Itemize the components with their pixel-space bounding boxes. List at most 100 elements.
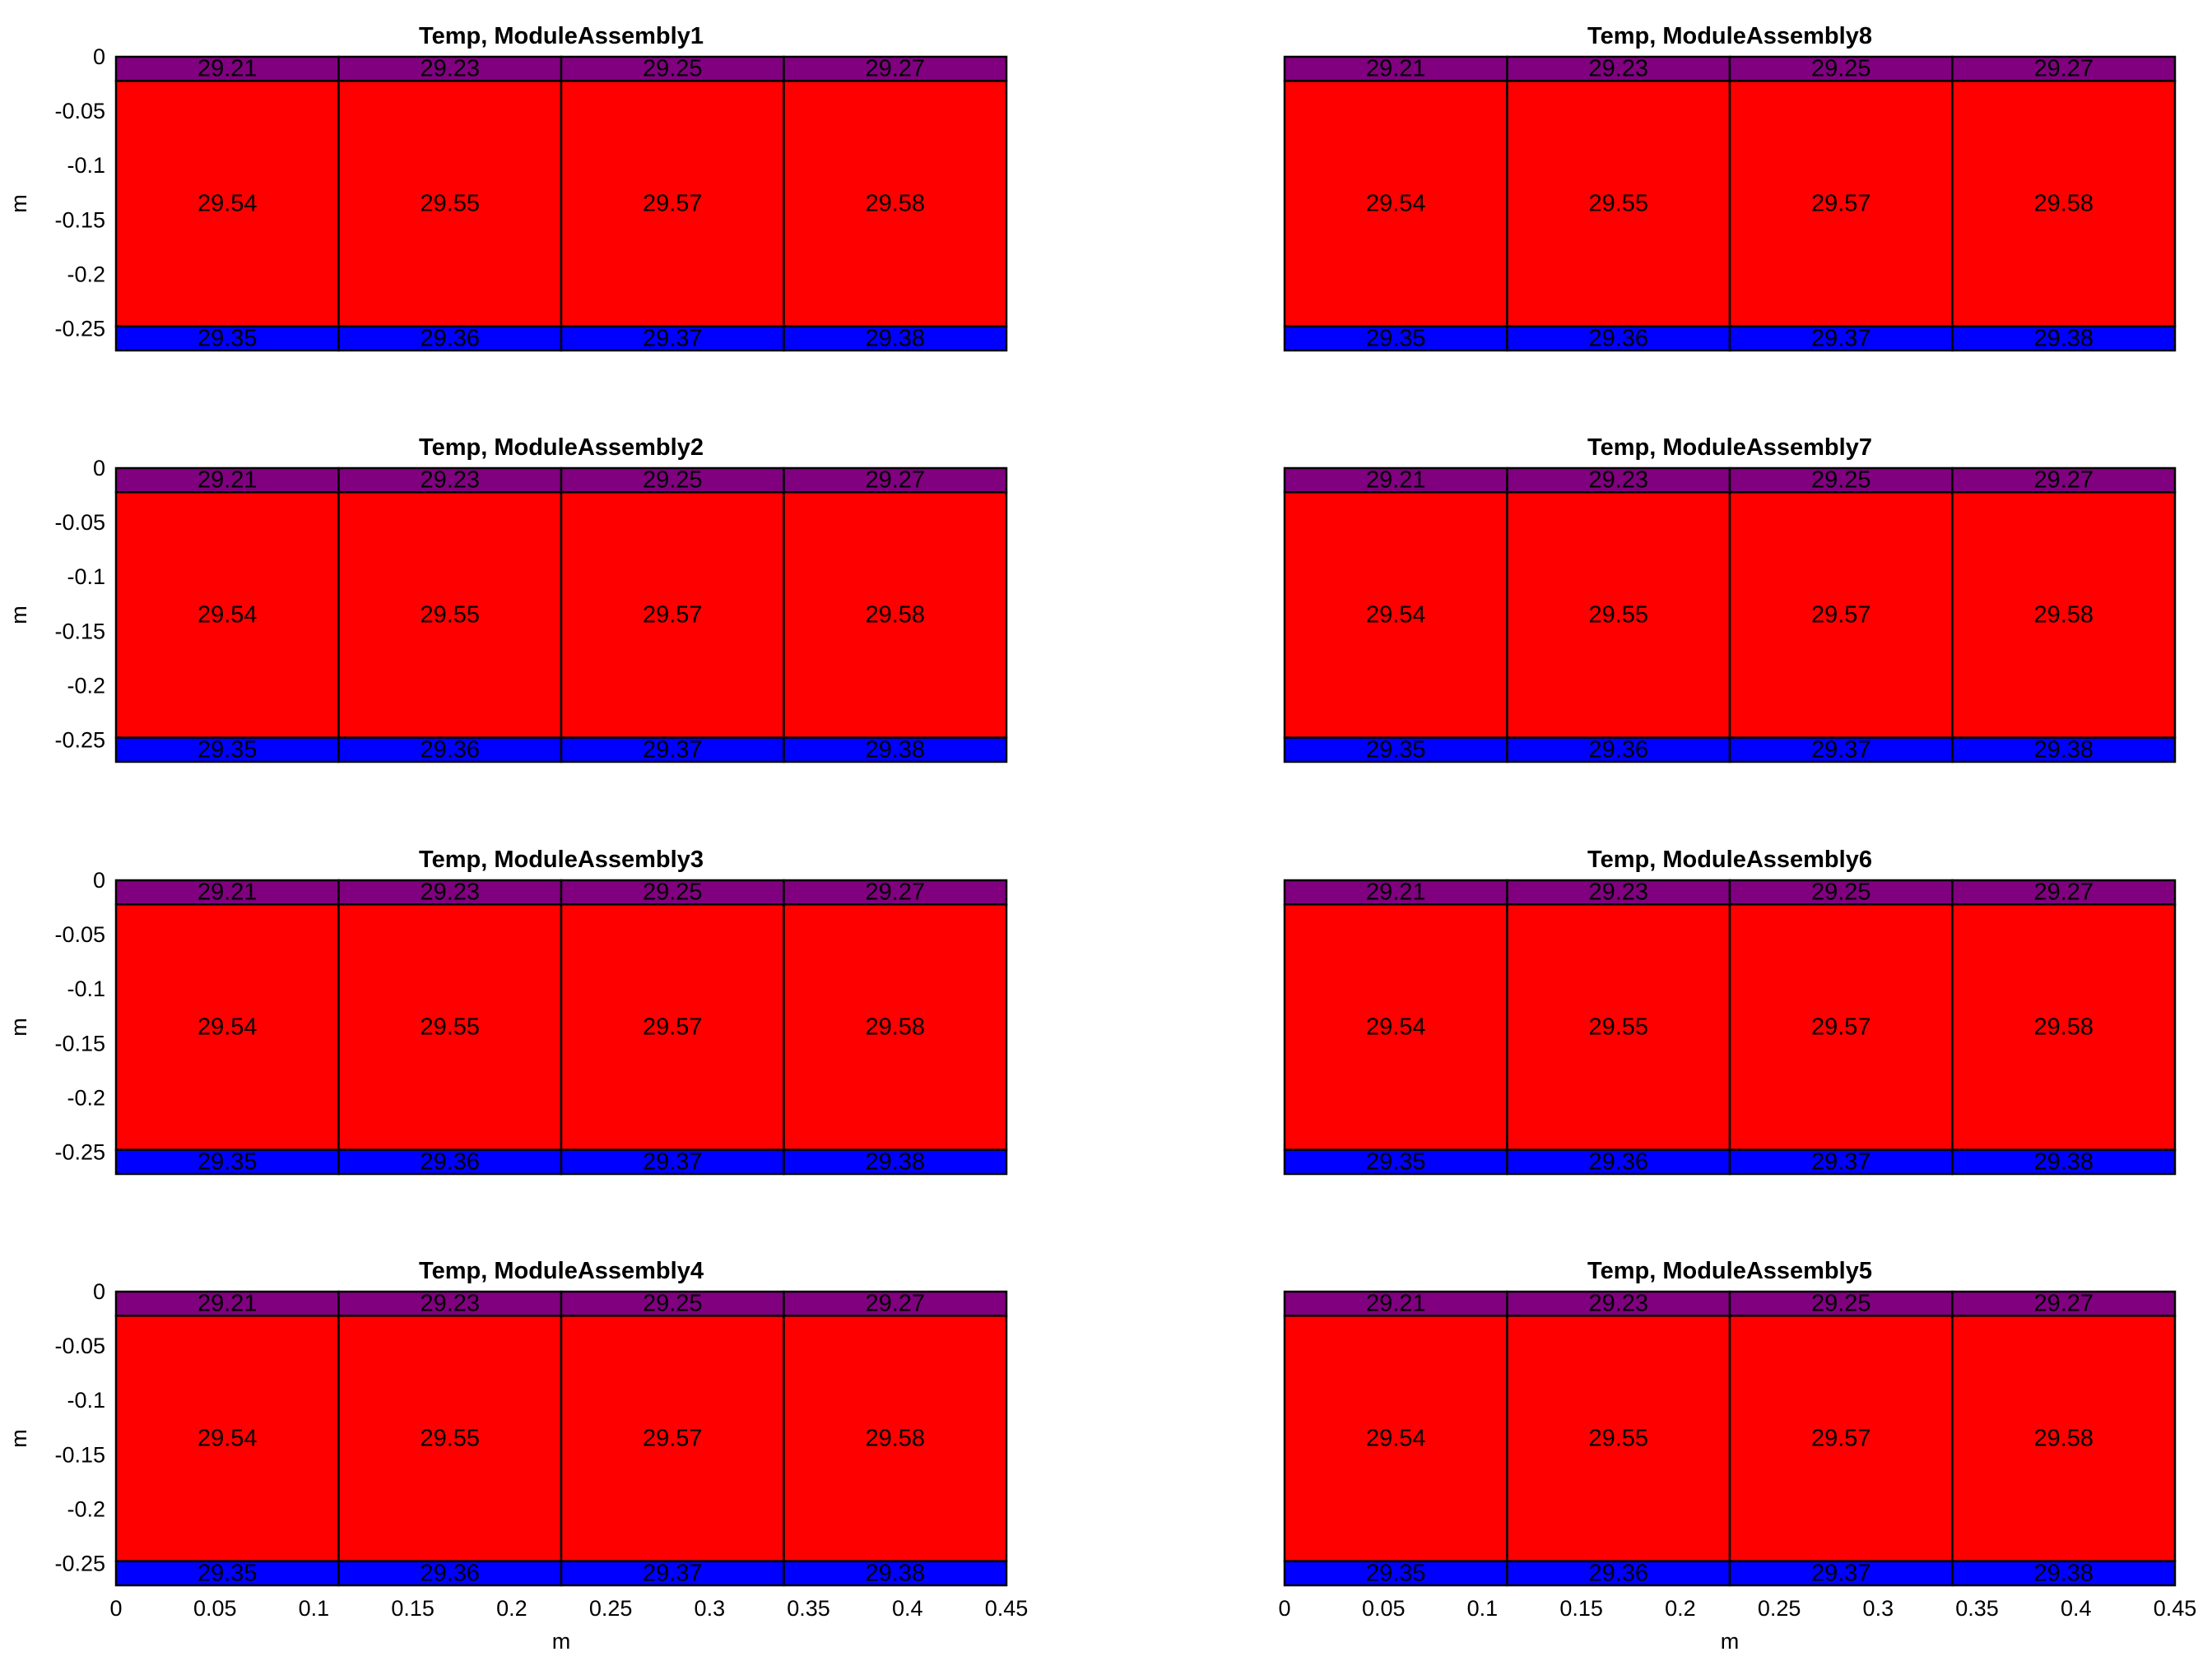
heatmap-cell	[114, 1290, 340, 1317]
cell-value-label: 29.58	[865, 1426, 925, 1452]
heatmap-cell	[560, 736, 785, 763]
cell-value-label: 29.27	[2033, 1291, 2094, 1317]
heatmap-cell	[1506, 1560, 1731, 1587]
heatmap-cell	[1951, 80, 2177, 327]
cell-value-label: 29.25	[643, 879, 703, 906]
cell-value-label: 29.35	[198, 1560, 258, 1586]
heatmap-cell	[1283, 879, 1508, 906]
heatmap-cell	[1951, 325, 2177, 352]
heatmap-cell	[1728, 325, 1954, 352]
x-tick-label: 0.25	[589, 1596, 633, 1621]
cell-value-label: 29.27	[2033, 56, 2094, 82]
cell-value-label: 29.23	[1588, 1291, 1648, 1317]
heatmap-cell	[114, 903, 340, 1151]
cell-value-label: 29.21	[198, 1291, 258, 1317]
heatmap-cell	[114, 491, 340, 739]
cell-value-label: 29.37	[1811, 1148, 1871, 1175]
cell-value-label: 29.21	[1366, 56, 1426, 82]
cell-value-label: 29.23	[420, 879, 480, 906]
y-axis-label: m	[7, 1429, 31, 1448]
cell-value-label: 29.37	[1811, 736, 1871, 763]
heatmap-cell	[1951, 491, 2177, 739]
x-tick-label: 0.3	[1863, 1596, 1894, 1621]
heatmap-cell	[560, 466, 785, 494]
y-tick-label: -0.1	[67, 564, 105, 589]
heatmap-cell	[560, 1315, 785, 1562]
cell-value-label: 29.25	[643, 467, 703, 494]
chart-panel: Temp, ModuleAssembly1 29.21 29.23 29.25 29.2…	[7, 23, 1008, 352]
cell-value-label: 29.55	[420, 191, 480, 217]
y-tick-label: -0.15	[54, 1442, 105, 1467]
chart-panel: Temp, ModuleAssembly4 29.21 29.23 29.25 29.2…	[7, 1258, 1028, 1654]
cell-value-label: 29.25	[643, 1291, 703, 1317]
heatmap-cell	[1951, 1560, 2177, 1587]
cell-value-label: 29.35	[1366, 325, 1426, 351]
cell-value-label: 29.54	[1366, 1014, 1426, 1041]
x-tick-label: 0.1	[299, 1596, 330, 1621]
heatmap-cell	[1283, 736, 1508, 763]
chart-panel: Temp, ModuleAssembly6 29.21 29.23 29.25 29.2…	[1283, 847, 2177, 1176]
y-axis-label: m	[7, 194, 31, 213]
cell-value-label: 29.57	[1811, 1426, 1871, 1452]
cell-value-label: 29.54	[198, 1014, 258, 1041]
chart-title: Temp, ModuleAssembly5	[1587, 1258, 1872, 1284]
y-tick-label: -0.2	[67, 673, 105, 698]
cell-value-label: 29.23	[1588, 467, 1648, 494]
heatmap-cell	[337, 879, 563, 906]
heatmap-cell	[114, 80, 340, 327]
cell-value-label: 29.27	[865, 56, 925, 82]
heatmap-cell	[1506, 736, 1731, 763]
heatmap-cell	[783, 1560, 1008, 1587]
heatmap-cell	[1506, 491, 1731, 739]
cell-value-label: 29.57	[643, 602, 703, 629]
cell-value-label: 29.58	[2033, 602, 2094, 629]
y-tick-label: -0.25	[54, 317, 105, 341]
cell-value-label: 29.37	[643, 325, 703, 351]
cell-value-label: 29.36	[1588, 325, 1648, 351]
heatmap-cell	[783, 55, 1008, 82]
x-tick-label: 0.25	[1758, 1596, 1801, 1621]
cell-value-label: 29.57	[1811, 1014, 1871, 1041]
heatmap-cell	[1506, 903, 1731, 1151]
cell-value-label: 29.35	[1366, 1560, 1426, 1586]
cell-value-label: 29.27	[865, 879, 925, 906]
cell-value-label: 29.37	[643, 1560, 703, 1586]
y-tick-label: -0.1	[67, 977, 105, 1001]
heatmap-cell	[337, 1560, 563, 1587]
cell-value-label: 29.23	[420, 467, 480, 494]
cell-value-label: 29.25	[643, 56, 703, 82]
heatmap-cell	[1506, 80, 1731, 327]
heatmap-cell	[560, 903, 785, 1151]
heatmap-cell	[1951, 1148, 2177, 1176]
heatmap-cell	[783, 736, 1008, 763]
heatmap-cell	[1951, 55, 2177, 82]
x-tick-label: 0.4	[892, 1596, 923, 1621]
heatmap-cell	[337, 80, 563, 327]
y-tick-label: -0.25	[54, 1552, 105, 1576]
chart-title: Temp, ModuleAssembly1	[419, 23, 704, 49]
heatmap-cell	[1283, 1560, 1508, 1587]
cell-value-label: 29.38	[865, 325, 925, 351]
y-tick-label: -0.05	[54, 510, 105, 535]
cell-value-label: 29.57	[643, 191, 703, 217]
x-tick-label: 0.4	[2061, 1596, 2092, 1621]
heatmap-cell	[1283, 1148, 1508, 1176]
x-tick-label: 0.35	[1955, 1596, 1999, 1621]
cell-value-label: 29.27	[865, 1291, 925, 1317]
cell-value-label: 29.38	[865, 736, 925, 763]
x-tick-label: 0.2	[496, 1596, 527, 1621]
cell-value-label: 29.37	[643, 1148, 703, 1175]
cell-value-label: 29.55	[1588, 1426, 1648, 1452]
y-tick-label: -0.15	[54, 1031, 105, 1056]
x-tick-label: 0.3	[695, 1596, 726, 1621]
chart-panel: Temp, ModuleAssembly5 29.21 29.23 29.25 29.2…	[1278, 1258, 2196, 1654]
cell-value-label: 29.38	[2033, 1148, 2094, 1175]
x-axis-label: m	[1721, 1629, 1740, 1654]
heatmap-cell	[337, 325, 563, 352]
x-tick-label: 0.15	[1559, 1596, 1603, 1621]
chart-title: Temp, ModuleAssembly2	[419, 434, 704, 461]
y-tick-label: -0.1	[67, 153, 105, 178]
cell-value-label: 29.54	[1366, 1426, 1426, 1452]
cell-value-label: 29.55	[1588, 191, 1648, 217]
